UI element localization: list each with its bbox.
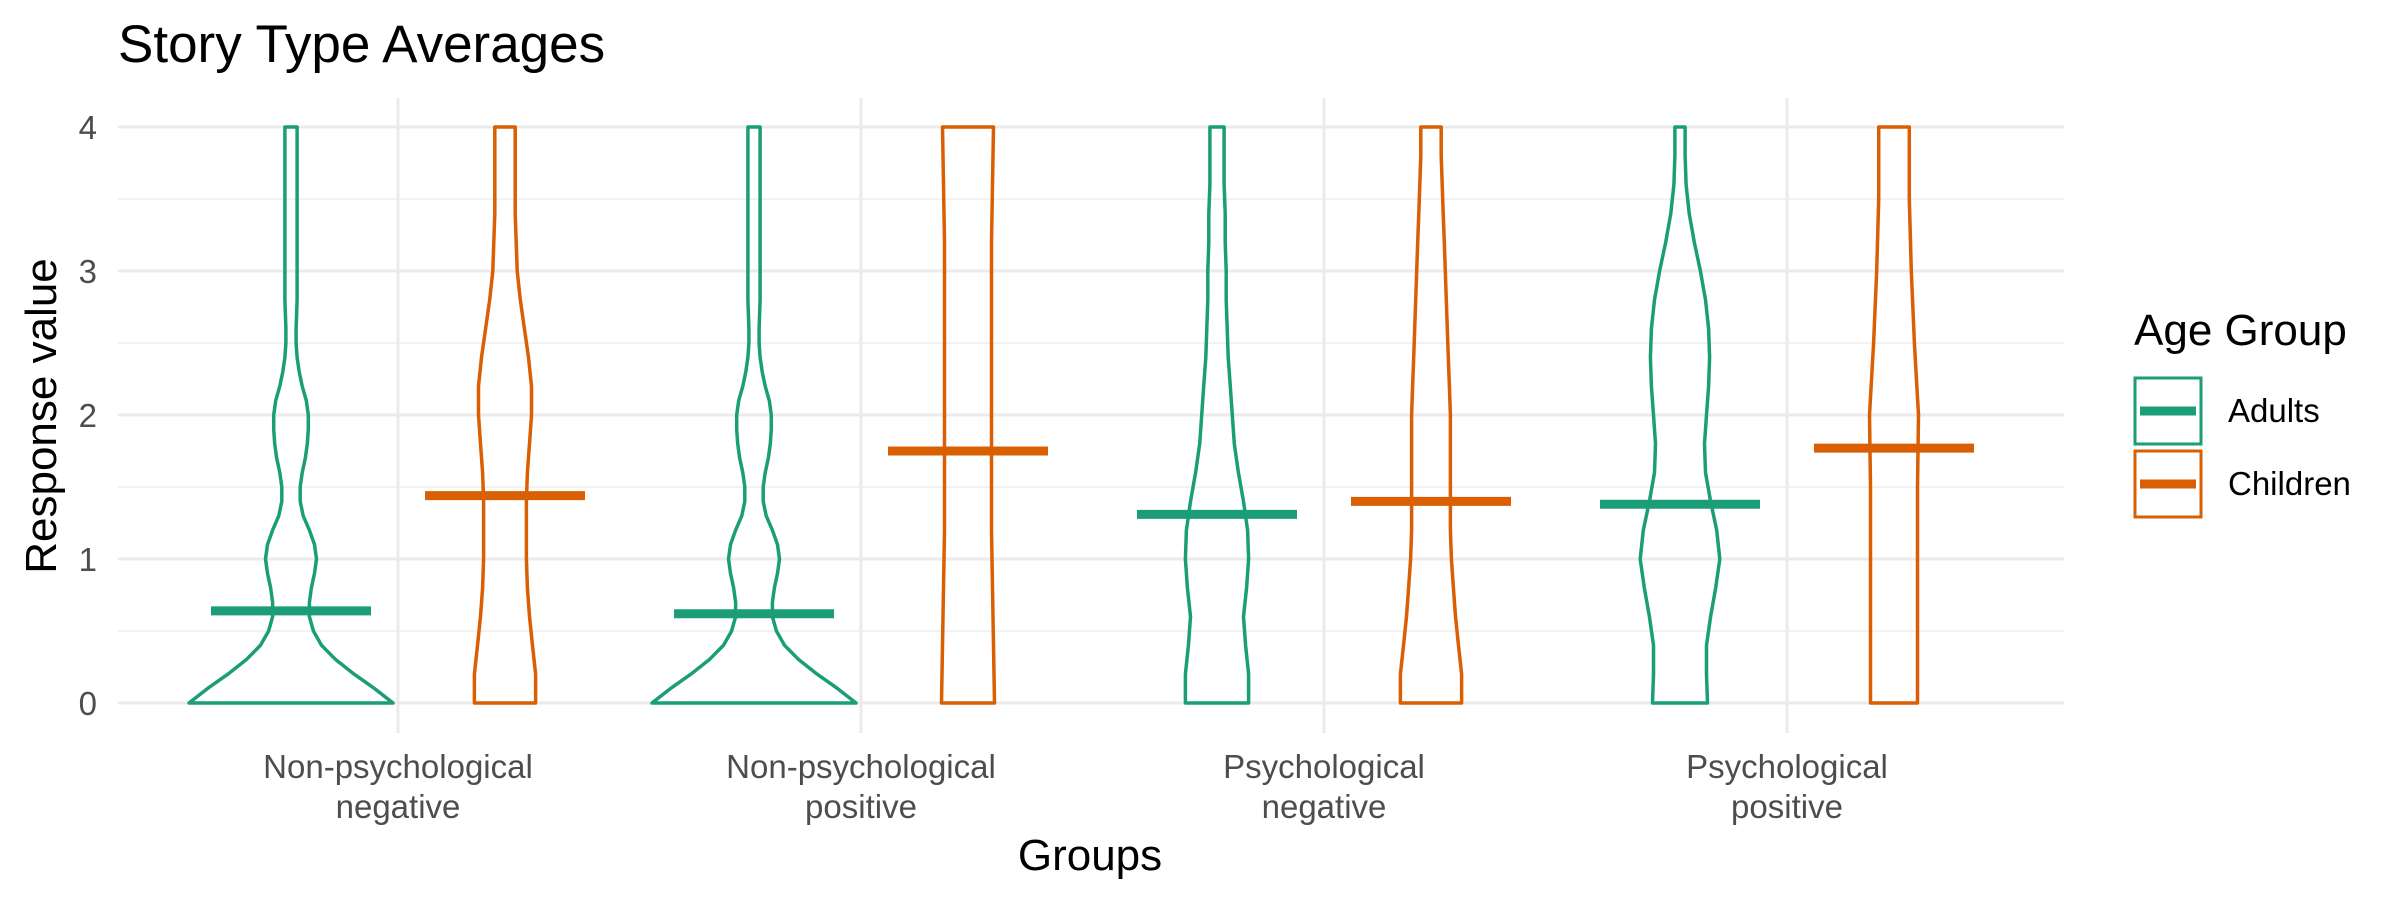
violin-adults [650, 125, 858, 705]
grid-lines [118, 98, 2064, 733]
y-tick-label: 2 [79, 397, 97, 434]
legend-key-children [2133, 449, 2203, 519]
violin-children [1867, 125, 1921, 705]
violin-children [939, 125, 997, 705]
x-axis-ticks: Non-psychologicalnegativeNon-psychologic… [263, 748, 1888, 825]
x-axis-title: Groups [1018, 831, 1162, 880]
chart-title: Story Type Averages [118, 15, 605, 74]
x-tick-label: positive [805, 788, 917, 825]
legend: Age Group Adults Children [2133, 306, 2351, 519]
x-tick-label: Psychological [1223, 748, 1425, 785]
y-tick-label: 4 [79, 109, 97, 146]
x-tick-label: negative [1262, 788, 1387, 825]
violin-adults [187, 125, 395, 705]
violin-adults [1183, 125, 1251, 705]
x-tick-label: Psychological [1686, 748, 1888, 785]
y-tick-label: 1 [79, 541, 97, 578]
x-tick-label: positive [1731, 788, 1843, 825]
x-tick-label: negative [336, 788, 461, 825]
x-tick-label: Non-psychological [263, 748, 533, 785]
violin-children [472, 125, 538, 705]
y-tick-label: 0 [79, 685, 97, 722]
legend-label: Adults [2228, 392, 2320, 429]
y-tick-label: 3 [79, 253, 97, 290]
y-axis-title: Response value [17, 258, 66, 574]
mean-bars [211, 443, 1974, 619]
y-axis-ticks: 0 1 2 3 4 [79, 109, 97, 722]
x-tick-label: Non-psychological [726, 748, 996, 785]
legend-label: Children [2228, 465, 2351, 502]
legend-title: Age Group [2134, 306, 2347, 355]
legend-key-adults [2133, 376, 2203, 446]
